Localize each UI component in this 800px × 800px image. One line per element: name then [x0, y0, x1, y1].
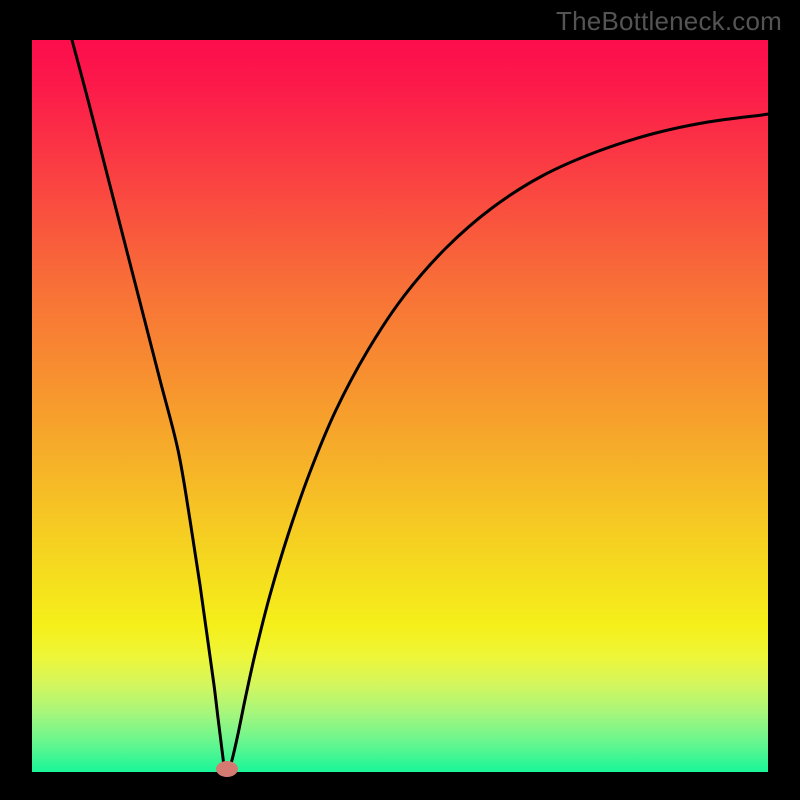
minimum-marker — [216, 761, 238, 777]
bottleneck-curve — [32, 40, 768, 772]
watermark-text: TheBottleneck.com — [556, 6, 782, 37]
plot-area — [32, 40, 768, 772]
chart-container: TheBottleneck.com — [0, 0, 800, 800]
